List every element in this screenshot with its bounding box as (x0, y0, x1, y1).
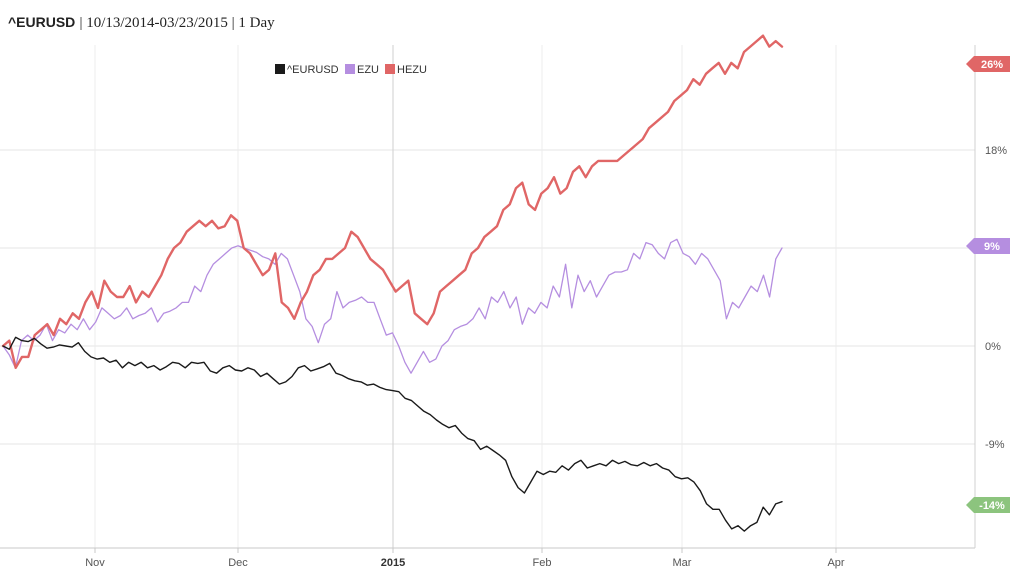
x-tick-label: Feb (533, 557, 552, 569)
legend-label-hezu[interactable]: HEZU (397, 64, 427, 76)
series-line-eurusd[interactable] (2, 336, 783, 532)
x-tick-label: Nov (85, 557, 105, 569)
end-badge-eurusd (966, 497, 1010, 513)
end-badge-label: -14% (979, 500, 1005, 512)
chart-legend[interactable]: ^EURUSD EZU HEZU (275, 64, 427, 76)
header-symbol: ^EURUSD (8, 14, 76, 30)
legend-swatch-ezu (345, 64, 355, 74)
y-tick-label: -9% (985, 439, 1005, 451)
x-axis: Nov Dec 2015 Feb Mar Apr (0, 547, 975, 569)
y-tick-label: 0% (985, 341, 1001, 353)
x-tick-label: 2015 (381, 557, 405, 569)
end-badge-ezu (966, 238, 1010, 254)
end-badge-hezu (966, 56, 1010, 72)
legend-swatch-hezu (385, 64, 395, 74)
header-details: | 10/13/2014-03/23/2015 | 1 Day (79, 15, 275, 31)
x-tick-label: Mar (673, 557, 692, 569)
end-value-badges: -14% 9% 26% (966, 56, 1010, 513)
legend-swatch-eurusd (275, 64, 285, 74)
x-tick-label: Apr (827, 557, 844, 569)
series-line-ezu[interactable] (2, 238, 783, 374)
x-tick-label: Dec (228, 557, 248, 569)
chart-series (1, 34, 784, 532)
legend-label-ezu[interactable]: EZU (357, 64, 379, 76)
series-line-hezu[interactable] (1, 34, 784, 369)
end-badge-label: 26% (981, 59, 1003, 71)
chart-grid (0, 45, 975, 548)
chart-header: ^EURUSD | 10/13/2014-03/23/2015 | 1 Day (8, 14, 275, 32)
y-axis: 18% 9% 0% -9% (974, 45, 1007, 548)
y-tick-label: 18% (985, 145, 1007, 157)
end-badge-label: 9% (984, 241, 1000, 253)
legend-label-eurusd[interactable]: ^EURUSD (287, 64, 339, 76)
